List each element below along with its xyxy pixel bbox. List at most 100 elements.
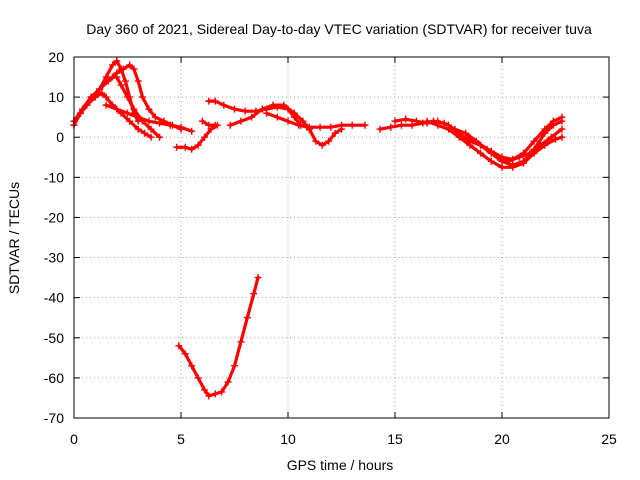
data-point bbox=[387, 123, 395, 131]
data-point bbox=[348, 121, 356, 129]
data-point bbox=[188, 127, 196, 135]
data-point bbox=[241, 107, 249, 115]
x-tick-label: 25 bbox=[601, 431, 617, 447]
data-point bbox=[218, 388, 226, 396]
data-point bbox=[519, 149, 527, 157]
data-point bbox=[530, 149, 538, 157]
data-point bbox=[318, 141, 326, 149]
data-point bbox=[477, 141, 485, 149]
series-arc-10 bbox=[263, 109, 369, 131]
data-point bbox=[549, 117, 557, 125]
data-point bbox=[194, 374, 202, 382]
y-axis-ticks: -70 -60 -50 -40 -30 -20 -10 0 10 20 bbox=[44, 49, 609, 426]
series-line bbox=[177, 276, 260, 398]
data-point bbox=[181, 350, 189, 358]
data-point bbox=[552, 135, 559, 143]
x-axis-label: GPS time / hours bbox=[287, 457, 394, 473]
data-point bbox=[423, 117, 431, 125]
data-point bbox=[250, 290, 258, 298]
data-point bbox=[102, 93, 110, 101]
data-point bbox=[201, 133, 209, 141]
data-point bbox=[331, 129, 339, 137]
data-point bbox=[126, 61, 134, 69]
series-line bbox=[72, 63, 183, 131]
series-arc-7 bbox=[198, 117, 219, 129]
data-point bbox=[558, 113, 566, 121]
y-tick-label: -30 bbox=[44, 250, 64, 266]
data-point bbox=[124, 93, 131, 101]
data-point bbox=[248, 113, 256, 121]
data-point bbox=[156, 119, 164, 127]
x-tick-label: 5 bbox=[177, 431, 185, 447]
data-point bbox=[156, 133, 164, 141]
data-point bbox=[113, 57, 121, 65]
data-point bbox=[547, 133, 555, 141]
data-point bbox=[96, 85, 104, 93]
data-point bbox=[126, 117, 134, 125]
data-series bbox=[70, 57, 566, 400]
data-point bbox=[376, 125, 384, 133]
data-point bbox=[487, 147, 495, 155]
data-point bbox=[98, 89, 106, 97]
data-point bbox=[299, 117, 307, 125]
data-point bbox=[201, 386, 209, 394]
y-tick-label: -60 bbox=[44, 370, 64, 386]
data-point bbox=[509, 155, 517, 163]
data-point bbox=[263, 109, 271, 117]
x-tick-label: 20 bbox=[494, 431, 510, 447]
data-point bbox=[258, 105, 266, 113]
series-arc-9 bbox=[226, 101, 345, 149]
data-point bbox=[269, 101, 277, 109]
data-point bbox=[391, 117, 399, 125]
data-point bbox=[145, 105, 153, 113]
data-point bbox=[338, 121, 345, 129]
data-point bbox=[312, 137, 320, 145]
data-point bbox=[519, 159, 527, 167]
data-point bbox=[273, 113, 281, 121]
grid-lines bbox=[74, 57, 609, 418]
y-tick-label: -20 bbox=[44, 209, 64, 225]
data-point bbox=[397, 121, 405, 129]
data-point bbox=[134, 113, 142, 121]
data-point bbox=[445, 125, 452, 133]
data-point bbox=[177, 123, 185, 131]
data-point bbox=[237, 338, 245, 346]
data-point bbox=[207, 125, 215, 133]
series-line bbox=[468, 115, 564, 161]
series-line bbox=[425, 119, 564, 169]
data-point bbox=[305, 123, 313, 131]
data-point bbox=[134, 125, 142, 133]
data-point bbox=[462, 129, 470, 137]
data-point bbox=[509, 163, 517, 171]
data-point bbox=[455, 133, 463, 141]
data-point bbox=[402, 115, 410, 123]
data-point bbox=[188, 145, 196, 153]
series-line bbox=[265, 111, 367, 129]
data-point bbox=[119, 65, 127, 73]
y-tick-label: -40 bbox=[44, 290, 64, 306]
y-tick-label: 10 bbox=[48, 89, 64, 105]
data-point bbox=[188, 362, 196, 370]
data-point bbox=[147, 133, 155, 141]
data-point bbox=[211, 390, 219, 398]
data-point bbox=[121, 77, 129, 85]
data-point bbox=[477, 149, 485, 157]
y-tick-label: 20 bbox=[48, 49, 64, 65]
data-point bbox=[113, 105, 121, 113]
series-arc-13 bbox=[423, 117, 566, 171]
data-point bbox=[173, 143, 181, 151]
data-point bbox=[295, 121, 303, 129]
data-point bbox=[198, 117, 206, 125]
x-tick-label: 15 bbox=[387, 431, 403, 447]
data-point bbox=[102, 101, 110, 109]
data-point bbox=[130, 105, 138, 113]
y-tick-label: 0 bbox=[56, 129, 64, 145]
data-point bbox=[231, 362, 238, 370]
data-point bbox=[280, 101, 288, 109]
data-point bbox=[290, 109, 298, 117]
data-point bbox=[151, 113, 159, 121]
data-point bbox=[498, 153, 506, 161]
data-point bbox=[284, 117, 292, 125]
data-point bbox=[408, 121, 416, 129]
